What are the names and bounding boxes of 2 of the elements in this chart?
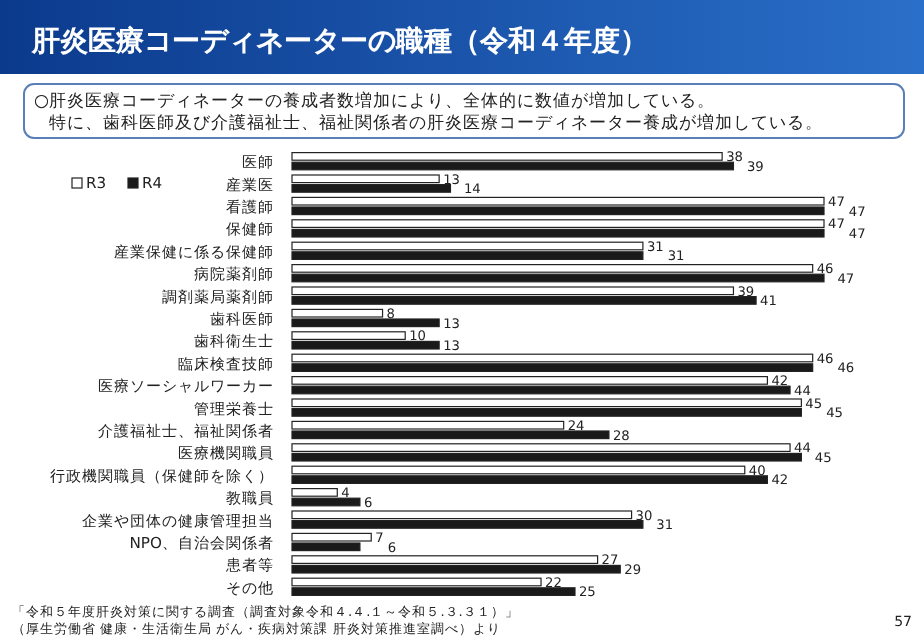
chart-title: 肝炎医療コーディネーターの職種（令和４年度） — [30, 24, 648, 58]
chart-subtitle: ○肝炎医療コーディネーターの養成者数増加により、全体的に数値が増加している。特に、歯科医師及び介護福祉士、福祉関係者の肝炎医療コーディネーター養成が増加している。 — [34, 90, 823, 134]
